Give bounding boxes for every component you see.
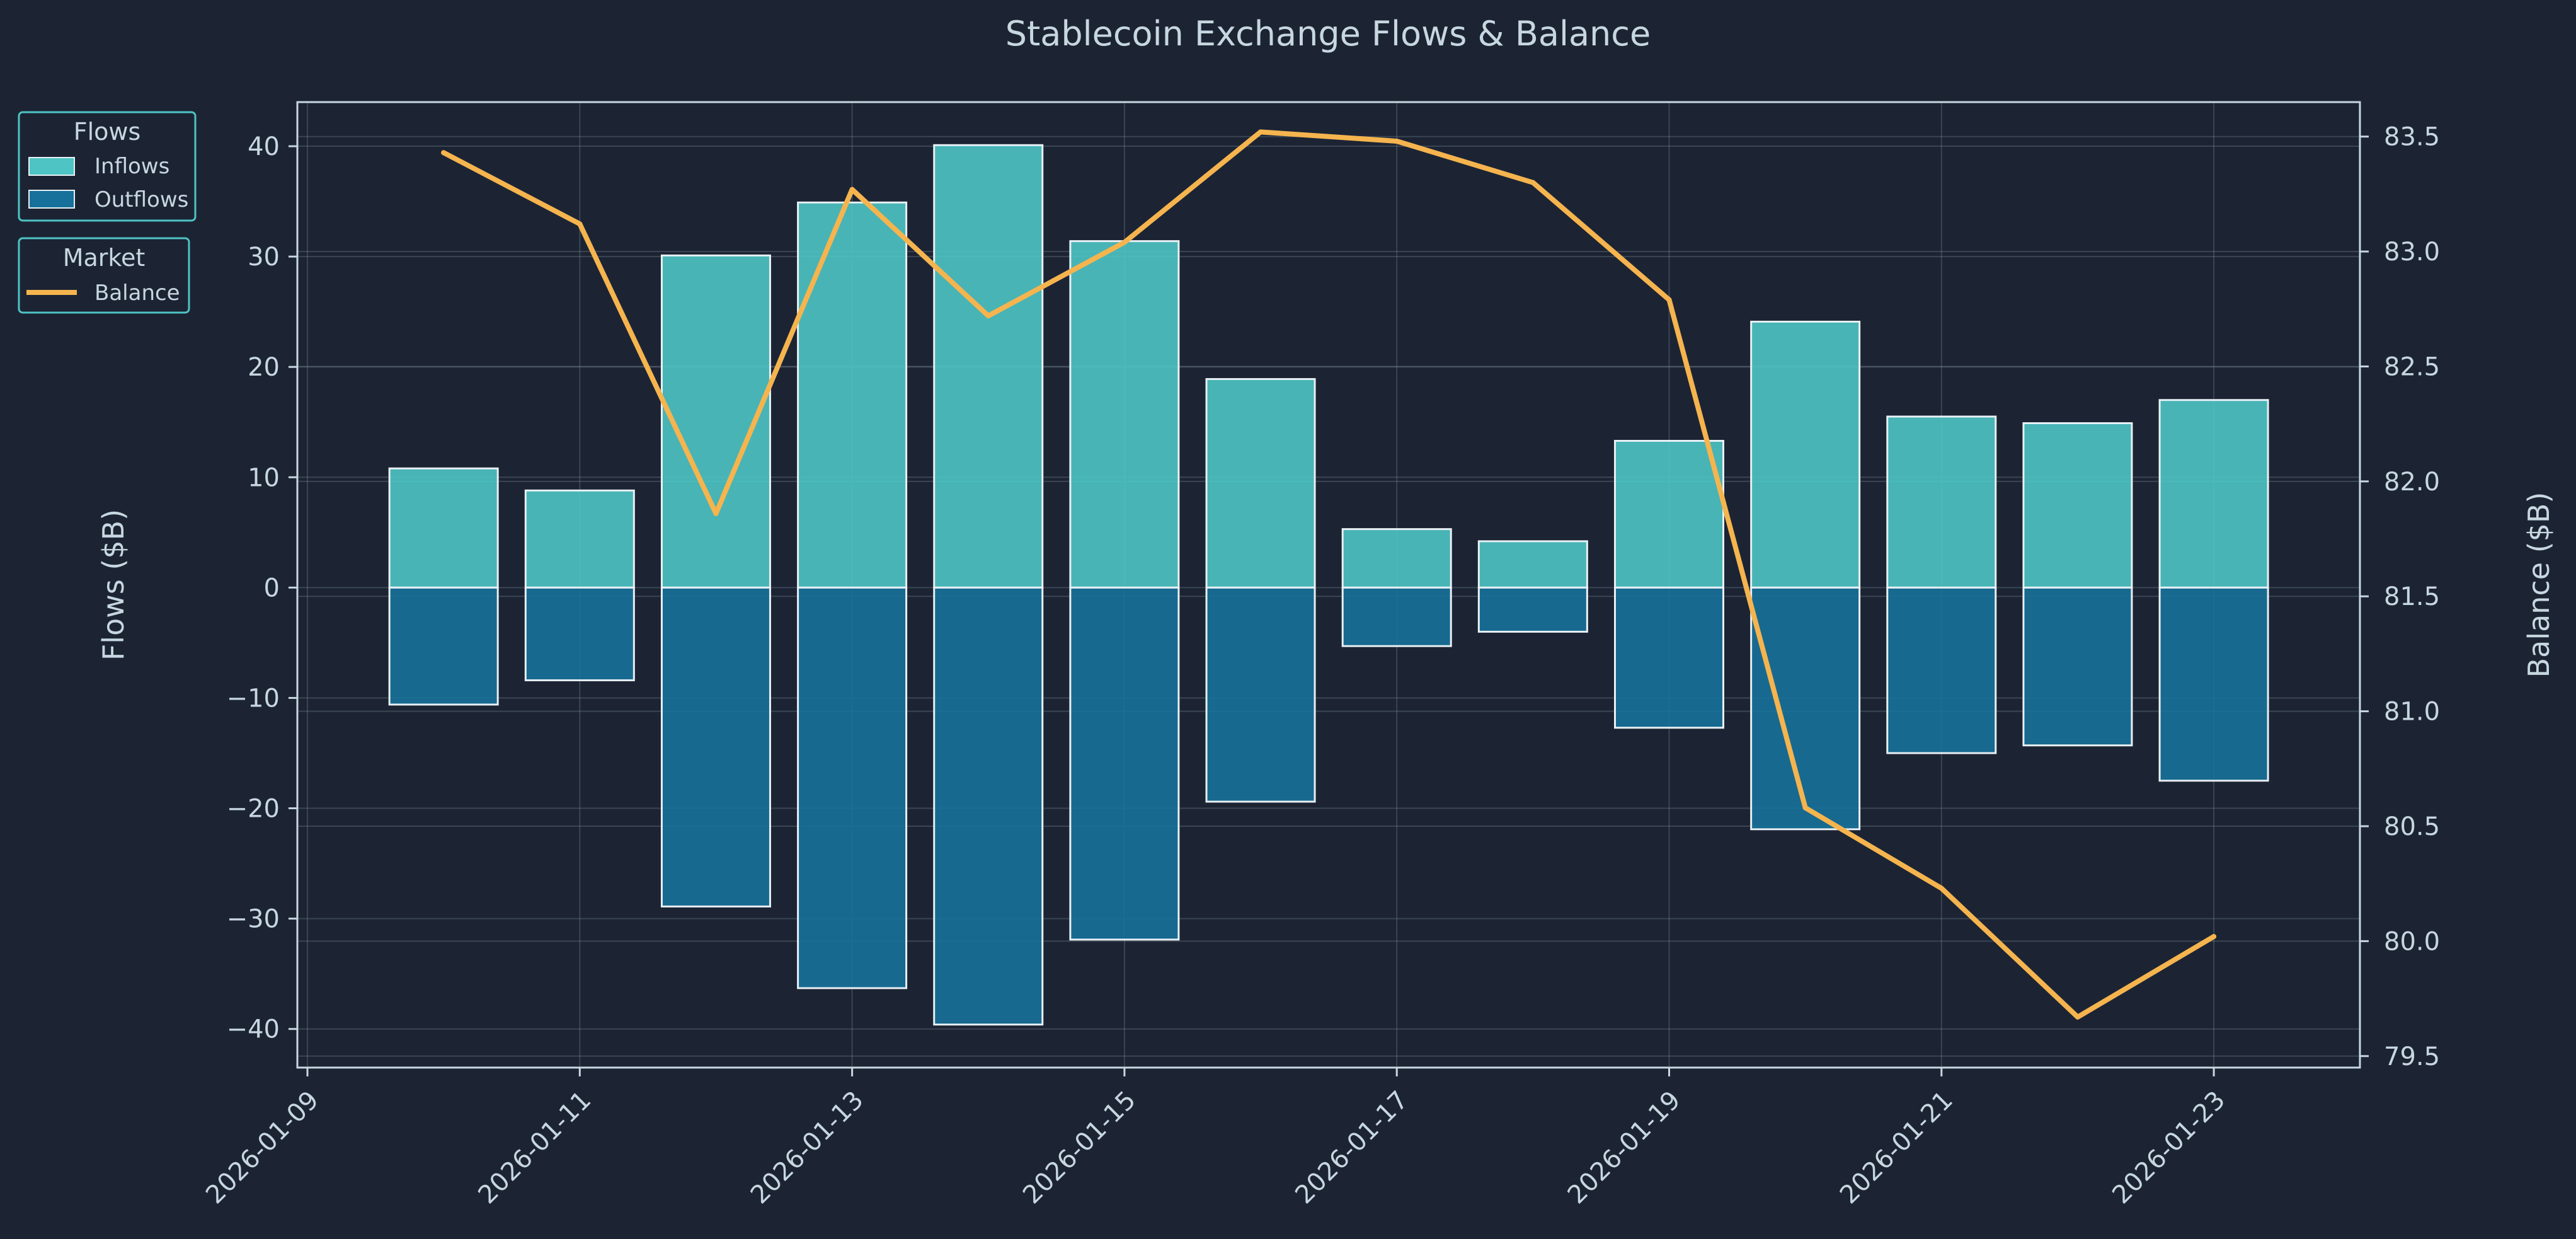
inflow-bar <box>1614 440 1724 589</box>
balance-point <box>849 187 855 192</box>
legend-inflows-label: Inflows <box>94 154 169 179</box>
legend-balance-label: Balance <box>94 280 180 306</box>
inflow-bar <box>2022 422 2133 589</box>
y-tick-label: −20 <box>227 795 280 824</box>
y2-tick-label: 80.5 <box>2384 812 2440 841</box>
x-tick-label: 2026-01-09 <box>200 1086 324 1210</box>
x-tick-label: 2026-01-13 <box>745 1086 869 1210</box>
balance-point <box>1258 129 1264 135</box>
balance-point <box>985 313 991 319</box>
y2-tick-label: 79.5 <box>2384 1042 2440 1071</box>
y2-axis-label: Balance ($B) <box>2522 492 2556 678</box>
y-tick-label: −10 <box>227 684 280 713</box>
outflow-bar <box>2022 586 2133 747</box>
y-tick-label: 10 <box>248 463 280 492</box>
balance-line <box>441 129 2217 1020</box>
y2-tick-label: 81.0 <box>2384 698 2440 727</box>
outflow-bar <box>388 586 499 706</box>
y2-tick-label: 80.0 <box>2384 927 2440 956</box>
inflow-bar <box>2158 399 2269 589</box>
legend-flows-title: Flows <box>74 118 141 146</box>
x-tick-label: 2026-01-17 <box>1290 1086 1414 1210</box>
y2-tick-label: 83.0 <box>2384 238 2440 267</box>
x-tick-label: 2026-01-11 <box>472 1086 597 1210</box>
chart-title: Stablecoin Exchange Flows & Balance <box>1005 14 1651 54</box>
balance-point <box>441 150 447 156</box>
y-tick-label: 20 <box>248 353 280 382</box>
balance-point <box>2211 934 2217 940</box>
y-tick-label: −40 <box>227 1015 280 1044</box>
outflow-bar <box>1750 586 1861 831</box>
inflow-bar <box>1886 415 1997 589</box>
legend-market-title: Market <box>63 244 146 272</box>
plot-frame <box>296 101 2361 1069</box>
balance-point <box>1530 180 1536 185</box>
balance-point <box>2075 1014 2080 1020</box>
inflow-bar <box>933 144 1044 589</box>
legend-inflows-swatch <box>28 157 75 176</box>
inflow-bar <box>1341 528 1452 589</box>
balance-point <box>1394 139 1400 144</box>
x-tick-label: 2026-01-23 <box>2107 1086 2231 1210</box>
inflow-bar <box>1750 320 1861 589</box>
outflow-bar <box>1886 586 1997 754</box>
y-tick-label: −30 <box>227 905 280 934</box>
inflow-bar <box>797 201 908 589</box>
outflow-bar <box>1205 586 1316 803</box>
outflow-bar <box>797 586 908 989</box>
outflow-bar <box>524 586 635 681</box>
outflow-bar <box>2158 586 2269 782</box>
inflow-bar <box>1069 240 1180 589</box>
y-tick-label: 0 <box>264 573 280 602</box>
y2-tick-label: 81.5 <box>2384 582 2440 611</box>
inflow-bar <box>1205 377 1316 589</box>
balance-point <box>1121 239 1127 245</box>
legend-outflows-swatch <box>28 190 75 209</box>
balance-point <box>1938 885 1944 891</box>
legend-outflows-label: Outflows <box>94 187 188 212</box>
y-tick-label: 30 <box>248 243 280 272</box>
inflow-bar <box>1477 540 1588 589</box>
outflow-bar <box>1614 586 1724 729</box>
balance-point <box>1666 297 1672 303</box>
y2-tick-label: 82.5 <box>2384 352 2440 381</box>
y2-tick-label: 83.5 <box>2384 123 2440 152</box>
x-tick-label: 2026-01-19 <box>1562 1086 1686 1210</box>
inflow-bar <box>524 489 635 589</box>
outflow-bar <box>1477 586 1588 633</box>
outflow-bar <box>933 586 1044 1026</box>
balance-point <box>713 510 719 516</box>
outflow-bar <box>1069 586 1180 941</box>
outflow-bar <box>660 586 771 908</box>
balance-point <box>1802 805 1808 810</box>
x-tick-label: 2026-01-15 <box>1017 1086 1142 1210</box>
inflow-bar <box>388 467 499 589</box>
y2-tick-label: 82.0 <box>2384 468 2440 497</box>
y-axis-label: Flows ($B) <box>96 509 130 660</box>
y-tick-label: 40 <box>248 132 280 161</box>
outflow-bar <box>1341 586 1452 647</box>
x-tick-label: 2026-01-21 <box>1835 1086 1959 1210</box>
balance-point <box>577 221 583 227</box>
